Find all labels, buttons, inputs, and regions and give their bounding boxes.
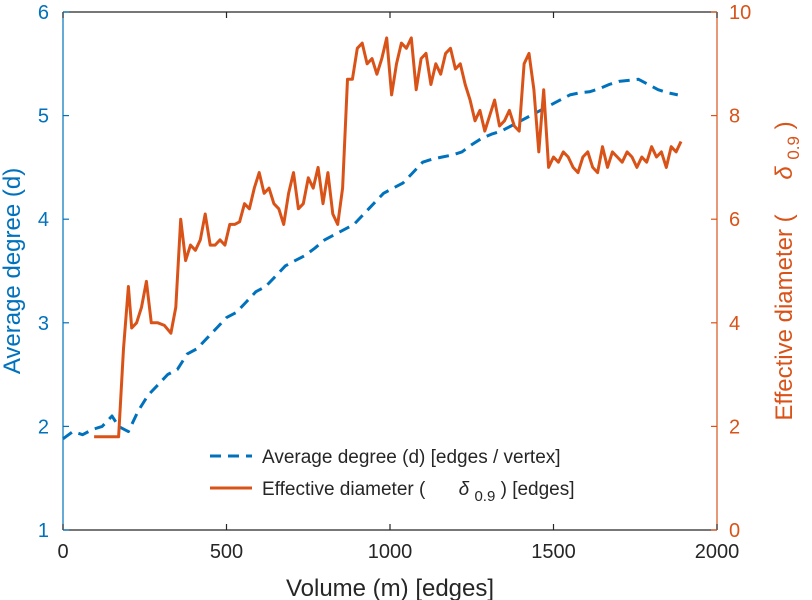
axes (62, 11, 718, 531)
y-axis-right-label-suffix: ) (771, 121, 798, 129)
y-left-tick-label: 3 (38, 313, 49, 335)
x-tick-label: 1000 (368, 541, 413, 563)
y-left-tick-label: 2 (38, 416, 49, 438)
x-tick-label: 1500 (531, 541, 576, 563)
y-axis-right-label-prefix: Effective diameter ( (771, 214, 798, 420)
y-left-tick-label: 6 (38, 2, 49, 24)
y-right-tick-label: 4 (729, 313, 740, 335)
x-tick-label: 500 (210, 541, 243, 563)
effective-diameter-line (94, 36, 683, 439)
y-left-tick-label: 4 (38, 209, 49, 231)
legend-label-effective-diameter: Effective diameter ( δ 0.9 ) [edges] (262, 479, 575, 506)
legend-delta-symbol: δ (459, 479, 470, 500)
y-right-tick-label: 10 (729, 2, 751, 24)
average-degree-line (62, 77, 679, 441)
legend-label-suffix: ) [edges] (501, 479, 575, 500)
x-tick-label: 2000 (695, 541, 740, 563)
y-right-tick-label: 2 (729, 416, 740, 438)
legend-label-average-degree: Average degree (d) [edges / vertex] (262, 447, 561, 468)
legend: Average degree (d) [edges / vertex] Effe… (210, 447, 575, 506)
y-axis-right-label: Effective diameter ( δ 0.9 ) (771, 121, 805, 420)
y-left-tick-label: 1 (38, 520, 49, 542)
y-right-tick-label: 6 (729, 209, 740, 231)
y-right-tick-label: 0 (729, 520, 740, 542)
y-left-tick-label: 5 (38, 106, 49, 128)
delta-subscript: 0.9 (784, 136, 803, 160)
x-tick-label: 0 (57, 541, 68, 563)
series-lines (62, 36, 683, 441)
tick-labels: 0 500 1000 1500 2000 1 2 3 4 5 6 0 2 4 6 8 10 (38, 2, 751, 563)
x-axis-label: Volume (m) [edges] (286, 575, 494, 600)
y-right-tick-label: 8 (729, 106, 740, 128)
legend-delta-subscript: 0.9 (474, 488, 495, 505)
delta-symbol: δ (771, 166, 798, 180)
legend-label-prefix: Effective diameter ( (262, 479, 426, 500)
y-axis-left-label: Average degree (d) (0, 168, 26, 374)
